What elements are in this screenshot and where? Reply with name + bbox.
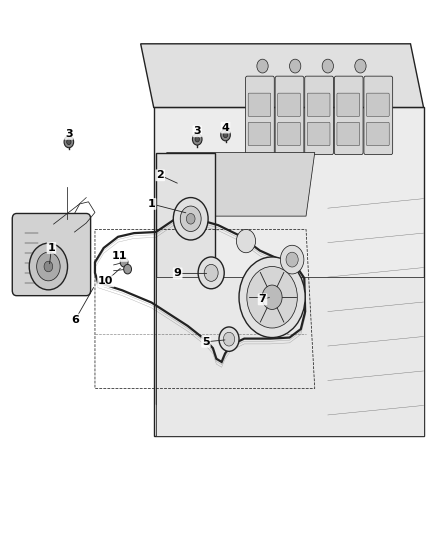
Text: 9: 9 — [174, 269, 182, 278]
Text: 3: 3 — [65, 129, 73, 139]
Text: 2: 2 — [156, 171, 164, 180]
Polygon shape — [162, 152, 315, 216]
Polygon shape — [154, 108, 424, 436]
FancyBboxPatch shape — [278, 93, 300, 116]
FancyBboxPatch shape — [307, 122, 330, 146]
Text: 5: 5 — [202, 337, 210, 347]
Circle shape — [257, 59, 268, 73]
Circle shape — [247, 266, 297, 328]
Circle shape — [198, 257, 224, 289]
Circle shape — [237, 229, 255, 253]
Circle shape — [221, 129, 230, 141]
Text: 6: 6 — [71, 314, 79, 325]
Circle shape — [322, 59, 333, 73]
FancyBboxPatch shape — [248, 93, 271, 116]
Text: 3: 3 — [194, 126, 201, 136]
Circle shape — [44, 261, 53, 272]
FancyBboxPatch shape — [364, 76, 392, 155]
Polygon shape — [156, 277, 424, 436]
Circle shape — [262, 285, 282, 310]
FancyBboxPatch shape — [305, 76, 333, 155]
Circle shape — [124, 264, 131, 274]
FancyBboxPatch shape — [248, 122, 271, 146]
FancyBboxPatch shape — [307, 93, 330, 116]
Circle shape — [67, 139, 71, 144]
Circle shape — [223, 132, 228, 138]
Text: 4: 4 — [222, 123, 230, 133]
Circle shape — [192, 133, 202, 145]
Circle shape — [219, 327, 239, 351]
Circle shape — [286, 252, 298, 267]
Circle shape — [29, 243, 67, 290]
Circle shape — [223, 332, 235, 346]
Circle shape — [239, 257, 305, 337]
Polygon shape — [141, 44, 424, 108]
FancyBboxPatch shape — [367, 122, 389, 146]
Text: 7: 7 — [259, 294, 266, 304]
FancyBboxPatch shape — [278, 122, 300, 146]
Circle shape — [280, 245, 304, 274]
FancyBboxPatch shape — [275, 76, 304, 155]
Circle shape — [204, 264, 218, 281]
Circle shape — [120, 257, 128, 267]
Text: 11: 11 — [112, 251, 127, 261]
Text: 1: 1 — [48, 243, 55, 253]
Circle shape — [290, 59, 301, 73]
FancyBboxPatch shape — [12, 214, 91, 296]
Text: 10: 10 — [98, 276, 113, 286]
Circle shape — [195, 136, 199, 142]
Circle shape — [186, 214, 195, 224]
FancyBboxPatch shape — [367, 93, 389, 116]
FancyBboxPatch shape — [337, 122, 360, 146]
FancyBboxPatch shape — [246, 76, 274, 155]
Circle shape — [355, 59, 366, 73]
Polygon shape — [156, 152, 215, 405]
FancyBboxPatch shape — [334, 76, 363, 155]
Circle shape — [64, 136, 74, 148]
FancyBboxPatch shape — [337, 93, 360, 116]
Circle shape — [180, 206, 201, 231]
Text: 1: 1 — [148, 199, 155, 209]
Circle shape — [37, 252, 60, 281]
Circle shape — [173, 198, 208, 240]
